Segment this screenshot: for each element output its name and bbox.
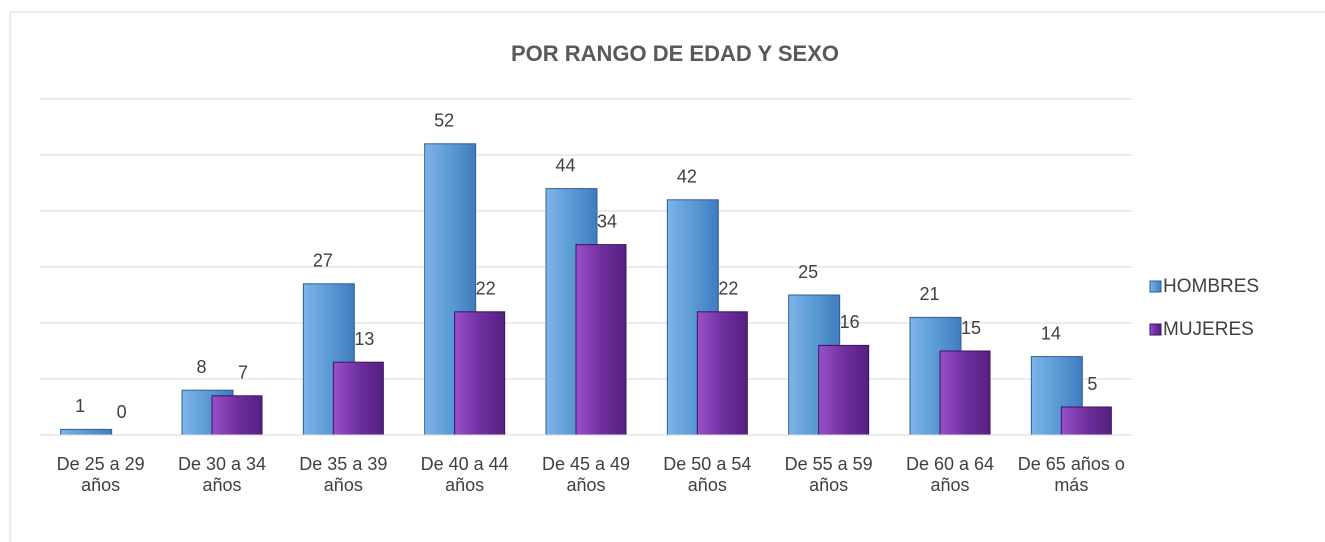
x-tick-label: De 65 años o más (1017, 454, 1125, 495)
data-label: 13 (354, 329, 374, 349)
data-label: 1 (75, 396, 85, 416)
data-label: 7 (238, 363, 248, 383)
bar (575, 244, 627, 436)
data-label: 21 (919, 284, 939, 304)
data-label: 25 (798, 262, 818, 282)
data-label: 0 (117, 402, 127, 422)
data-label: 8 (196, 357, 206, 377)
x-tick-label: De 50 a 54 años (663, 454, 752, 495)
data-label: 42 (677, 167, 697, 187)
x-tick-label: De 35 a 39 años (299, 454, 388, 495)
data-label: 27 (313, 251, 333, 271)
legend-swatch (1149, 323, 1162, 336)
bar (454, 311, 506, 436)
bar (818, 344, 870, 436)
data-label: 52 (434, 111, 454, 131)
x-tick-label: De 60 a 64 años (905, 454, 995, 495)
x-tick-label: De 25 a 29 años (56, 454, 145, 495)
data-label: 34 (597, 211, 617, 231)
data-label: 14 (1041, 323, 1061, 343)
legend-label: MUJERES (1163, 319, 1254, 340)
data-label: 44 (555, 155, 575, 175)
x-tick-label: De 55 a 59 años (784, 454, 873, 495)
bar (211, 395, 263, 436)
bar (696, 311, 748, 436)
legend-label: HOMBRES (1163, 276, 1259, 297)
data-label: 15 (961, 318, 981, 338)
x-tick-label: De 40 a 44 años (420, 454, 509, 495)
chart-title: POR RANGO DE EDAD Y SEXO (511, 41, 839, 66)
bar (60, 428, 113, 436)
bar (939, 350, 991, 436)
data-label: 5 (1087, 374, 1097, 394)
data-label: 22 (476, 279, 496, 299)
data-label: 22 (718, 279, 738, 299)
x-tick-label: De 30 a 34 años (177, 454, 267, 495)
bar (332, 361, 384, 436)
legend-swatch (1149, 280, 1162, 293)
bar (1060, 406, 1112, 436)
x-tick-label: De 45 a 49 años (541, 454, 631, 495)
data-label: 16 (840, 312, 860, 332)
